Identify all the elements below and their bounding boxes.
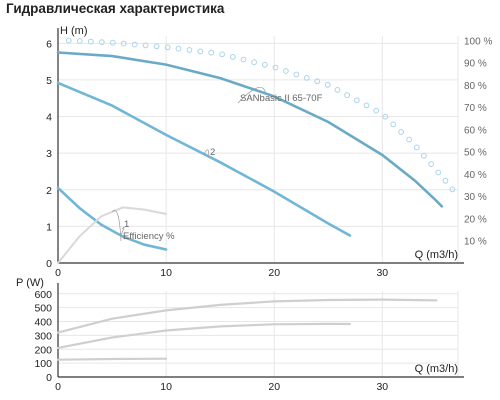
efficiency-curve-marker <box>131 41 138 48</box>
power-curve <box>56 357 168 361</box>
y-tick-label: 400 <box>34 317 52 329</box>
efficiency-curve-marker <box>406 136 413 143</box>
right-tick-label: 100 % <box>464 36 492 47</box>
series-efficiency- <box>57 206 168 264</box>
y-tick-label: 100 <box>34 358 52 370</box>
efficiency-curve-marker <box>98 39 105 45</box>
efficiency-curve-marker <box>344 92 351 98</box>
efficiency-curve-marker <box>219 51 226 58</box>
y-tick-label: 300 <box>34 330 52 342</box>
efficiency-curve-marker <box>373 107 380 114</box>
efficiency-curve-marker <box>303 75 310 81</box>
efficiency-curve-marker <box>261 61 268 68</box>
series-label: 2 <box>210 147 215 158</box>
efficiency-curve-marker <box>449 186 456 193</box>
efficiency-curve-marker <box>382 113 389 120</box>
x-tick-label: 20 <box>268 267 280 279</box>
series-label: Efficiency % <box>123 231 175 242</box>
series-label-leader <box>237 86 266 104</box>
page-title: Гидравлическая характеристика <box>6 1 225 16</box>
y-tick-label: 6 <box>46 38 52 50</box>
series-2 <box>56 81 352 237</box>
x-tick-label: 30 <box>376 267 388 279</box>
efficiency-curve-marker <box>142 42 149 49</box>
efficiency-curve-marker <box>164 44 171 51</box>
x-tick-label: 0 <box>55 381 61 393</box>
y-tick-label: 5 <box>46 75 52 87</box>
right-tick-label: 90 % <box>464 59 487 70</box>
right-tick-label: 60 % <box>464 125 487 136</box>
x-axis-label: Q (m3/h) <box>415 363 458 375</box>
y-tick-label: 0 <box>46 372 52 384</box>
right-tick-label: 40 % <box>464 170 487 181</box>
efficiency-curve-marker <box>109 39 116 46</box>
x-tick-label: 10 <box>160 267 172 279</box>
y-tick-label: 3 <box>46 148 52 160</box>
efficiency-curve-marker <box>363 102 370 109</box>
efficiency-curve-marker <box>324 81 331 88</box>
x-axis-label: Q (m3/h) <box>415 249 458 261</box>
y-axis-label: H (m) <box>60 25 88 37</box>
right-tick-label: 10 % <box>464 237 487 248</box>
efficiency-curve-marker <box>283 68 289 74</box>
efficiency-curve-marker <box>186 47 193 53</box>
y-tick-label: 200 <box>34 344 52 356</box>
efficiency-curve-marker <box>153 43 160 50</box>
right-tick-label: 30 % <box>464 192 487 203</box>
y-tick-label: 600 <box>34 289 52 301</box>
head-chart <box>56 28 464 264</box>
efficiency-curve-marker <box>251 59 258 66</box>
x-tick-label: 30 <box>376 381 388 393</box>
efficiency-curve-marker <box>293 71 300 78</box>
efficiency-curve-marker <box>240 56 247 63</box>
y-tick-label: 1 <box>46 221 52 233</box>
series-label-leader <box>203 149 209 158</box>
y-tick-label: 500 <box>34 303 52 315</box>
y-tick-label: 0 <box>46 258 52 270</box>
efficiency-curve-marker <box>428 161 435 168</box>
efficiency-curve-marker <box>435 169 442 176</box>
power-chart <box>56 283 464 378</box>
efficiency-curve-marker <box>353 97 360 104</box>
y-axis-label: P (W) <box>16 277 44 289</box>
efficiency-curve-marker <box>398 129 405 135</box>
series-sanbasic-ii-65-70f <box>56 51 444 208</box>
series-label-leader <box>120 226 125 236</box>
efficiency-curve-marker <box>76 38 83 44</box>
x-tick-label: 10 <box>160 381 172 393</box>
efficiency-curve-marker <box>175 45 182 52</box>
efficiency-curve-marker <box>390 121 397 128</box>
x-tick-label: 20 <box>268 381 280 393</box>
right-tick-label: 20 % <box>464 214 487 225</box>
y-tick-label: 4 <box>46 112 52 124</box>
power-curve <box>56 298 438 334</box>
efficiency-curve-marker <box>197 48 204 55</box>
right-tick-label: 50 % <box>464 148 487 159</box>
series-label: SANbasic II 65-70F <box>240 93 323 104</box>
efficiency-curve-marker <box>87 38 94 45</box>
efficiency-curve-marker <box>208 49 215 56</box>
series-label: 1 <box>124 219 129 230</box>
power-curve <box>56 322 351 349</box>
efficiency-curve-marker <box>334 87 341 93</box>
x-tick-label: 0 <box>55 267 61 279</box>
right-tick-label: 80 % <box>464 81 487 92</box>
efficiency-curve-marker <box>229 54 236 60</box>
series-label-leader <box>111 210 122 242</box>
series-1 <box>56 186 168 251</box>
efficiency-curve-marker <box>421 152 427 159</box>
efficiency-curve-marker <box>120 40 127 47</box>
y-tick-label: 2 <box>46 185 52 197</box>
efficiency-curve-marker <box>442 177 449 184</box>
efficiency-curve-marker <box>272 64 279 71</box>
efficiency-curve-marker <box>413 144 420 151</box>
efficiency-curve-marker <box>314 78 321 85</box>
right-tick-label: 70 % <box>464 103 487 114</box>
efficiency-curve-marker <box>65 37 72 44</box>
